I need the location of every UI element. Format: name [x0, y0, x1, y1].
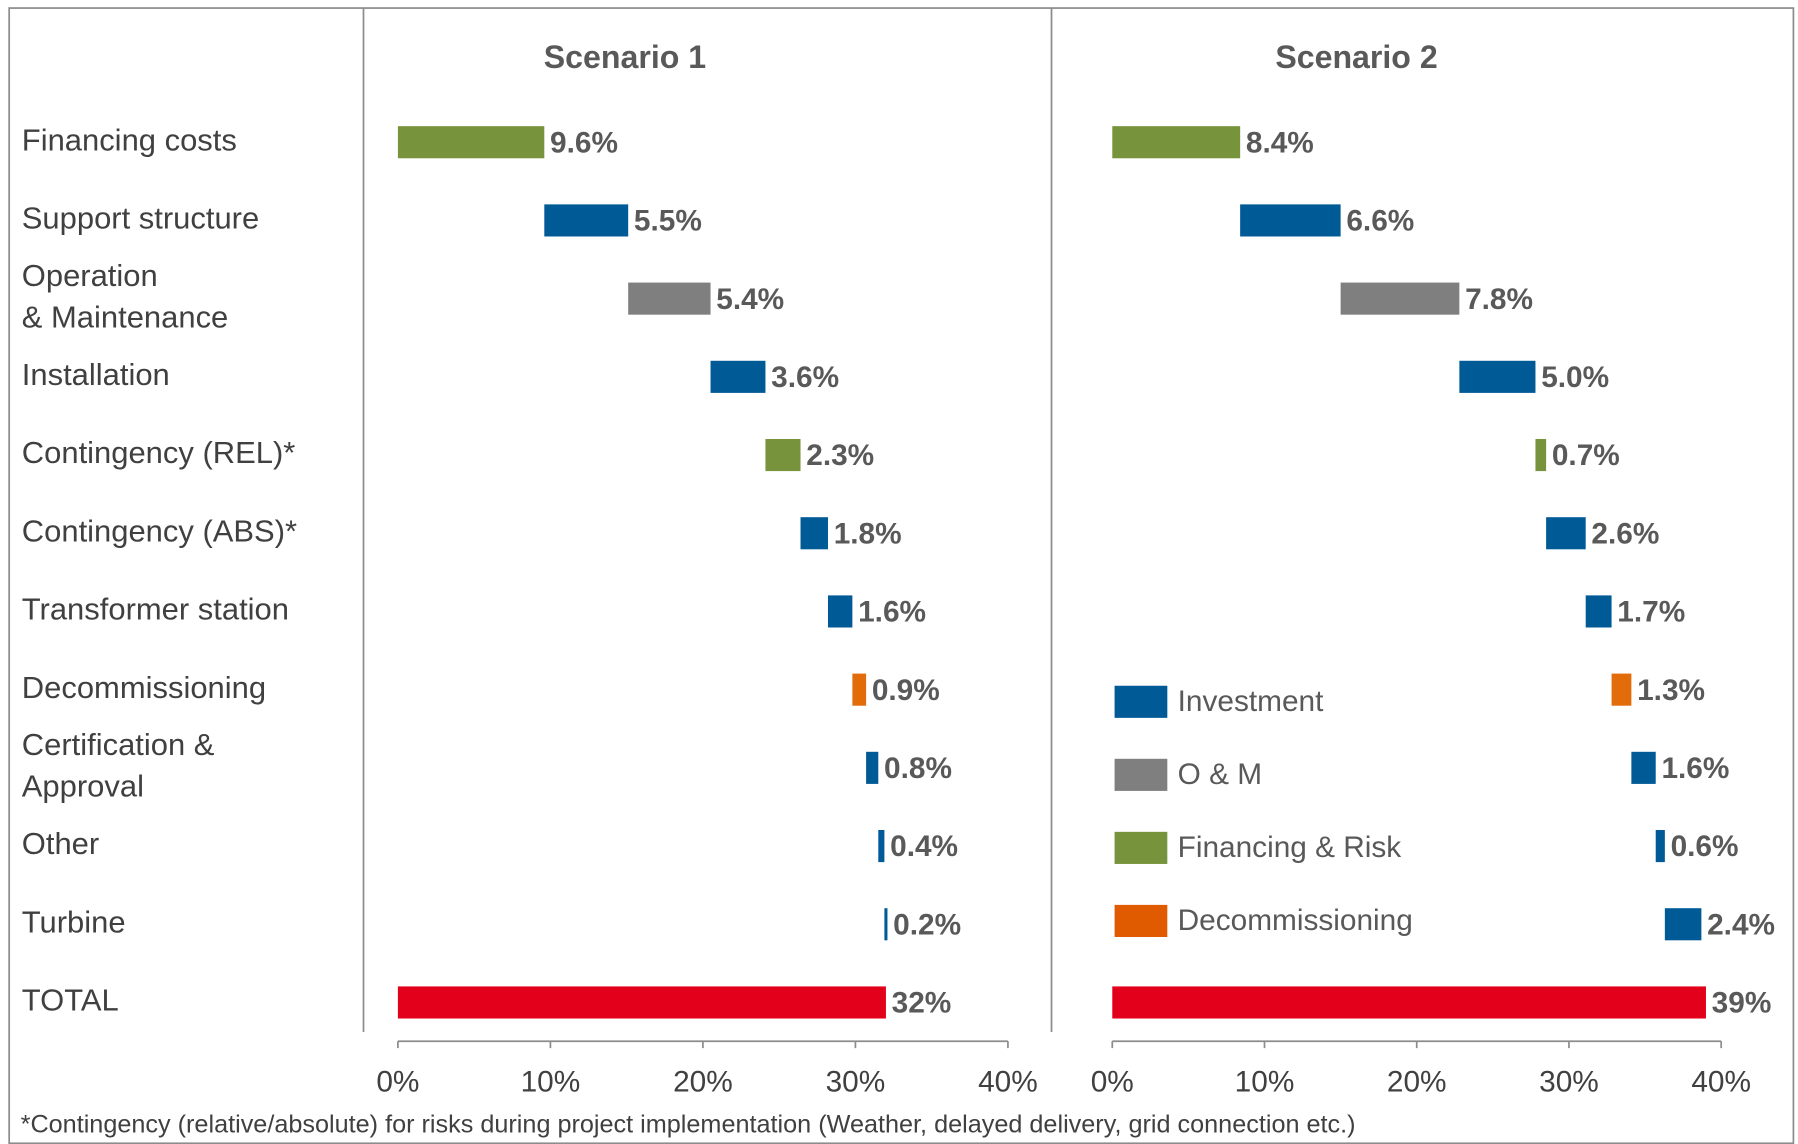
value-label: 0.2% [893, 908, 961, 941]
value-label: 3.6% [771, 361, 839, 394]
value-label: 2.4% [1707, 908, 1775, 941]
bar [827, 595, 853, 628]
bar [1611, 673, 1632, 706]
value-label: 1.7% [1617, 596, 1685, 629]
bar [765, 438, 801, 472]
bar [397, 986, 886, 1019]
value-label: 0.6% [1671, 830, 1739, 863]
bar [800, 517, 828, 550]
category-label: Support structure [22, 201, 259, 236]
bar [1664, 908, 1702, 941]
value-label: 1.6% [858, 596, 926, 629]
legend-label: O & M [1178, 758, 1262, 791]
x-tick-label: 20% [673, 1066, 733, 1099]
legend-swatch [1114, 831, 1168, 864]
bar [1340, 282, 1460, 315]
x-tick-label: 10% [1235, 1066, 1295, 1099]
bar [852, 673, 867, 706]
x-tick-label: 40% [978, 1066, 1038, 1099]
legend-label: Financing & Risk [1178, 831, 1402, 864]
bar [1459, 360, 1536, 393]
x-tick-label: 20% [1387, 1066, 1447, 1099]
value-label: 0.7% [1552, 439, 1620, 472]
category-label: Contingency (ABS)* [22, 513, 297, 548]
frame [8, 7, 1795, 1144]
bar [1240, 204, 1341, 237]
value-label: 39% [1712, 987, 1772, 1020]
x-tick-label: 10% [521, 1066, 581, 1099]
category-label: Certification & Approval [22, 727, 215, 803]
bar [1655, 830, 1665, 863]
category-label: Financing costs [22, 122, 237, 157]
value-label: 6.6% [1346, 205, 1414, 238]
value-label: 2.3% [806, 439, 874, 472]
x-tick-label: 40% [1691, 1066, 1751, 1099]
value-label: 2.6% [1591, 517, 1659, 550]
legend-swatch [1114, 904, 1168, 937]
legend-label: Investment [1178, 685, 1324, 718]
value-label: 1.6% [1661, 752, 1729, 785]
value-label: 5.4% [716, 283, 784, 316]
value-label: 32% [892, 987, 952, 1020]
x-tick-label: 0% [1091, 1066, 1134, 1099]
bar [710, 360, 766, 393]
bar [544, 204, 629, 237]
bar [1546, 517, 1586, 550]
value-label: 0.8% [884, 752, 952, 785]
panel-title: Scenario 1 [544, 39, 706, 75]
bar [878, 830, 885, 863]
bar [1631, 751, 1656, 784]
bar [1585, 595, 1612, 628]
category-label: Contingency (REL)* [22, 435, 296, 470]
x-tick-label: 30% [1539, 1066, 1599, 1099]
category-label: Transformer station [22, 592, 289, 627]
category-label: Decommissioning [22, 670, 266, 705]
panel-title: Scenario 2 [1275, 39, 1437, 75]
value-label: 9.6% [550, 126, 618, 159]
footnote: *Contingency (relative/absolute) for ris… [21, 1111, 1356, 1139]
value-label: 8.4% [1246, 126, 1314, 159]
bar [1112, 986, 1706, 1019]
bar [397, 126, 545, 159]
legend-swatch [1114, 685, 1168, 718]
value-label: 1.3% [1637, 674, 1705, 707]
bar [884, 908, 888, 941]
value-label: 7.8% [1465, 283, 1533, 316]
bar [866, 751, 879, 784]
bar [1112, 126, 1241, 159]
bar [1535, 438, 1547, 472]
x-tick-label: 0% [376, 1066, 419, 1099]
value-label: 1.8% [834, 517, 902, 550]
x-tick-label: 30% [826, 1066, 886, 1099]
category-label: Other [22, 826, 99, 861]
category-label: TOTAL [22, 983, 119, 1018]
value-label: 0.4% [890, 830, 958, 863]
category-label: Operation & Maintenance [22, 258, 229, 334]
legend-swatch [1114, 758, 1168, 791]
value-label: 5.0% [1541, 361, 1609, 394]
legend-label: Decommissioning [1178, 904, 1413, 937]
category-label: Turbine [22, 904, 126, 939]
value-label: 0.9% [872, 674, 940, 707]
value-label: 5.5% [634, 205, 702, 238]
category-label: Installation [22, 357, 170, 392]
bar [628, 282, 711, 315]
